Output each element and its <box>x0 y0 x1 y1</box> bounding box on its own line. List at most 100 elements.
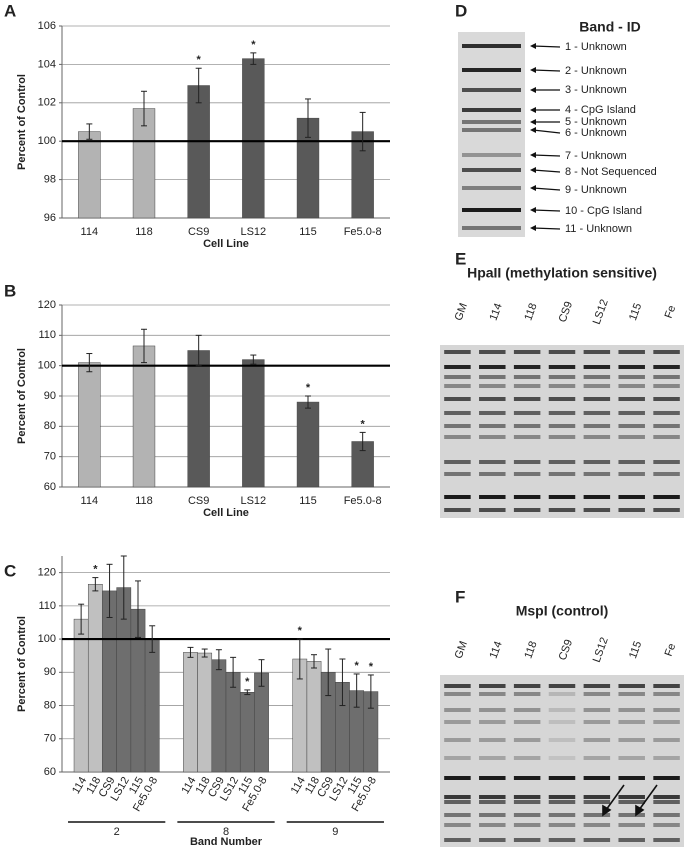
y-tick-label: 120 <box>38 299 56 311</box>
gel-band <box>548 460 576 464</box>
gel-band <box>479 756 506 760</box>
lane-label: Fe <box>663 304 679 320</box>
x-tick-label: 118 <box>135 226 153 238</box>
gel-band <box>618 435 645 439</box>
band-arrowhead <box>530 87 536 93</box>
gel-band <box>479 776 506 780</box>
group-label: 8 <box>223 826 229 838</box>
gel-band <box>583 838 611 842</box>
gel-title: Band - ID <box>579 19 640 35</box>
gel-band <box>479 738 506 742</box>
gel-band <box>653 375 680 379</box>
gel-band <box>618 384 645 388</box>
gel-band <box>653 508 680 512</box>
gel-band <box>583 375 611 379</box>
gel-band <box>618 708 645 712</box>
lane-label: CS9 <box>557 300 576 324</box>
y-axis-label: Percent of Control <box>16 348 28 444</box>
gel-band <box>583 424 611 428</box>
gel-band <box>513 375 541 379</box>
x-tick-label: 115 <box>299 226 317 238</box>
gel-band <box>548 756 576 760</box>
gel-band <box>653 720 680 724</box>
y-tick-label: 90 <box>44 666 56 678</box>
gel-band <box>618 800 645 804</box>
bar <box>187 85 210 219</box>
bar <box>183 652 198 773</box>
gel-band <box>618 795 645 799</box>
band-arrowhead <box>530 207 536 213</box>
arrow <box>638 784 658 811</box>
x-tick-label: 114 <box>81 495 99 507</box>
arrow-head <box>635 804 645 817</box>
gel-band <box>479 375 506 379</box>
band-arrow <box>532 209 561 212</box>
bar <box>296 401 320 488</box>
lane-label: GM <box>453 302 470 323</box>
band-label: 10 - CpG Island <box>565 205 642 217</box>
gel-band <box>513 838 541 842</box>
gel-band <box>444 800 471 804</box>
gel-band <box>548 397 576 401</box>
gel-band <box>653 708 680 712</box>
bar <box>211 659 227 773</box>
gel-band <box>513 708 541 712</box>
band-label: 8 - Not Sequenced <box>565 166 657 178</box>
gel-band <box>618 776 645 780</box>
gel-band <box>479 435 506 439</box>
gel-band <box>583 460 611 464</box>
gel-band <box>618 684 645 688</box>
gel-band <box>653 813 680 817</box>
gel-band <box>653 738 680 742</box>
gel-band <box>583 776 611 780</box>
lane-label: Fe <box>663 642 679 658</box>
gel-band <box>444 350 471 354</box>
gel-band <box>618 692 645 696</box>
gel-band <box>653 800 680 804</box>
gel-band <box>548 495 576 499</box>
lane-label: 115 <box>627 302 644 323</box>
gel-band <box>653 838 680 842</box>
lane-label: 115 <box>627 640 644 661</box>
group-label: 2 <box>114 826 120 838</box>
y-axis-label: Percent of Control <box>16 74 28 170</box>
gel-band <box>513 424 541 428</box>
gel-band <box>444 424 471 428</box>
gel-band <box>583 823 611 827</box>
band-label: 11 - Unknown <box>565 223 632 235</box>
gel-band <box>462 108 521 112</box>
gel-band <box>653 692 680 696</box>
gel-band <box>513 365 541 369</box>
gel-band <box>653 424 680 428</box>
gel-band <box>479 397 506 401</box>
gel-band <box>583 708 611 712</box>
gel-band <box>513 384 541 388</box>
gel-band <box>653 350 680 354</box>
significance-marker: * <box>298 625 303 637</box>
bar <box>78 131 101 219</box>
arrow <box>605 784 625 811</box>
gel-band <box>548 411 576 415</box>
band-label: 7 - Unknown <box>565 150 627 162</box>
y-tick-label: 100 <box>38 135 56 147</box>
gel-band <box>618 838 645 842</box>
panel-label: B <box>4 281 16 300</box>
bar <box>73 618 89 773</box>
gel-band <box>479 800 506 804</box>
gel-band <box>618 424 645 428</box>
gel-band <box>583 472 611 476</box>
gel-band <box>513 684 541 688</box>
band-arrowhead <box>530 152 536 158</box>
y-tick-label: 96 <box>44 212 56 224</box>
band-arrow <box>532 169 561 173</box>
band-arrowhead <box>530 43 536 49</box>
significance-marker: * <box>251 39 256 51</box>
x-tick-label: Fe5.0-8 <box>344 226 382 238</box>
bar <box>254 672 269 773</box>
gel-band <box>583 365 611 369</box>
gel-band <box>583 508 611 512</box>
y-tick-label: 100 <box>38 633 56 645</box>
band-arrow <box>532 129 561 134</box>
gel-band <box>479 472 506 476</box>
gel-band <box>462 120 521 124</box>
